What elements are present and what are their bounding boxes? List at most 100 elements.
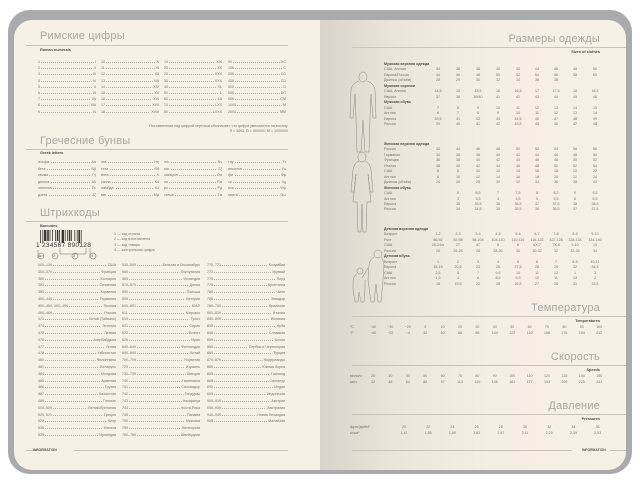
dot-leader	[164, 103, 222, 107]
size-table-row-label: Европа/Россия	[384, 72, 410, 77]
size-table-cell: 11	[516, 105, 520, 110]
dot-leader	[122, 406, 200, 409]
greek-key: альфа	[38, 160, 50, 164]
barcode-country-key: 775	[207, 276, 214, 281]
roman-value: I	[94, 60, 96, 64]
size-table-row-label: США	[384, 169, 393, 174]
section-subtitle-barcodes: Barcodes	[40, 224, 58, 228]
dot-leader	[164, 60, 222, 63]
dot-leader	[207, 304, 285, 307]
dot-leader	[38, 413, 116, 416]
roman-key: 15	[101, 91, 106, 95]
dot-leader	[164, 91, 222, 94]
size-table-cell: 3-4	[475, 232, 481, 237]
size-table-cell: 11	[535, 270, 539, 275]
size-table-cell: 28	[554, 281, 558, 286]
size-table-cell: 9,5	[592, 191, 598, 196]
size-table-cell: 10	[456, 174, 460, 179]
size-table-cell: 39,5	[434, 116, 442, 121]
greek-key: тау	[228, 160, 235, 164]
table-cell-speed: 209	[561, 379, 568, 384]
size-table-cell: 10-11	[590, 259, 600, 264]
table-row-label-speed: мили/ч	[350, 374, 362, 378]
barcode-country-value: Египет	[187, 331, 200, 335]
table-cell-speed: 120	[544, 374, 550, 378]
size-table-cell: 56	[554, 72, 558, 77]
size-table-row-label: Возраст	[384, 259, 398, 264]
size-table-cell: 22	[476, 281, 480, 286]
size-table-cell: 3	[594, 270, 596, 275]
size-table-cell: 35,5	[514, 207, 522, 212]
size-table-row-label: Англия	[384, 276, 396, 281]
table-cell-temperature: 70	[545, 325, 549, 329]
size-table-row-label: Возраст	[384, 232, 398, 237]
barcode-country-key: 744	[122, 405, 129, 410]
size-table-cell: 28	[535, 265, 539, 270]
size-table-cell: 46	[593, 94, 597, 99]
greek-key: сигма	[164, 193, 175, 197]
barcode-country-value: Гондурас	[183, 392, 200, 397]
greek-key: бета	[38, 166, 47, 171]
section-title-sizes: Размеры одежды	[508, 33, 600, 45]
table-cell-temperature: 10	[440, 325, 445, 329]
size-table-cell: 28-30	[493, 248, 503, 253]
dot-leader	[207, 283, 285, 287]
size-table-cell: 42	[516, 94, 520, 99]
man-figure-icon	[349, 71, 377, 153]
section-title-speed: Скорость	[550, 351, 600, 363]
barcode-country-value: Латвия	[103, 331, 116, 335]
size-table-row-label: США	[384, 270, 393, 275]
roman-key: 200	[228, 72, 235, 77]
dot-leader	[101, 110, 159, 113]
section-title-barcodes: Штрихкоды	[40, 207, 100, 219]
size-table-cell: 46	[554, 121, 558, 126]
barcode-country-key: 860	[207, 344, 214, 349]
divider	[352, 450, 572, 451]
dot-leader	[122, 317, 200, 321]
dot-leader	[207, 263, 285, 266]
roman-key: 2000	[228, 109, 237, 114]
roman-value: M	[282, 103, 286, 108]
dot-leader	[38, 419, 116, 423]
table-cell-pressure: 1,83	[473, 430, 481, 435]
size-table-cell: 38,5	[591, 201, 599, 206]
table-row-label-pressure: фунт/дюйм²	[350, 425, 370, 429]
roman-key: 900	[228, 97, 235, 102]
size-table-cell: 9,5	[495, 270, 501, 275]
greek-value: Εε	[91, 186, 96, 191]
size-table-cell: 7	[477, 270, 479, 275]
dot-leader	[122, 379, 200, 382]
barcode-country-key: 599	[122, 297, 129, 301]
size-table-cell: 38	[476, 152, 480, 157]
section-title-temperature: Температура	[531, 302, 600, 314]
size-table-cell: 8-9	[572, 232, 578, 237]
dot-leader	[228, 72, 286, 76]
greek-value: Χχ	[280, 179, 286, 184]
table-cell-temperature: 50	[510, 325, 515, 329]
roman-value: D	[282, 84, 286, 89]
size-table-cell: 5,5	[553, 196, 559, 201]
size-table-cell: 60	[593, 72, 597, 77]
section-subtitle-speed: Speeds	[586, 368, 600, 372]
dot-leader	[38, 97, 96, 101]
dot-leader	[228, 180, 286, 183]
size-table-cell: 42	[516, 67, 520, 72]
roman-key: 7	[38, 97, 41, 102]
table-cell-pressure: 24	[450, 425, 455, 429]
barcode-country-value: Перу	[275, 276, 285, 281]
table-cell-temperature: 20	[458, 325, 462, 329]
barcode-country-value: Польша	[185, 290, 200, 295]
size-table-cell: 18-19	[433, 265, 443, 270]
barcode-country-key: 869	[207, 351, 214, 356]
greek-key: кси	[164, 166, 171, 171]
dot-leader	[38, 60, 96, 63]
size-table-cell: 26	[456, 180, 460, 185]
roman-key: 40	[164, 84, 169, 89]
greek-key: омикрон	[164, 173, 180, 178]
table-cell-speed: 50	[423, 374, 428, 378]
divider	[26, 45, 288, 46]
roman-value: LX	[216, 97, 222, 102]
dot-leader	[38, 331, 116, 334]
size-table-cell: 50	[554, 163, 558, 168]
barcode-country-value: Россия	[103, 310, 116, 315]
